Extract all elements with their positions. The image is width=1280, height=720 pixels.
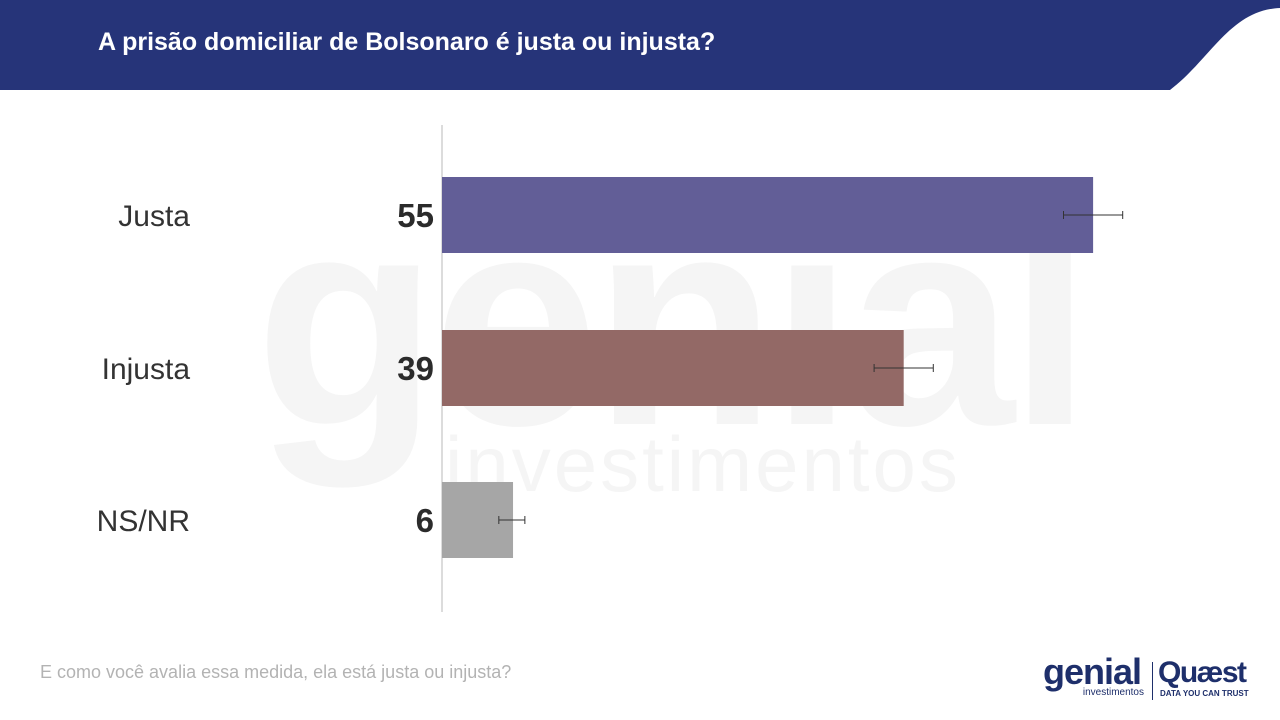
header-banner: A prisão domiciliar de Bolsonaro é justa… bbox=[0, 0, 1280, 90]
quaest-logo-tagline: DATA YOU CAN TRUST bbox=[1160, 689, 1249, 698]
quaest-logo-name: Quæst bbox=[1158, 656, 1247, 689]
value-label-1: 39 bbox=[397, 350, 434, 387]
bar-chart: Justa 55 Injusta 39 NS/NR 6 bbox=[97, 125, 1124, 612]
genial-logo-name: genial bbox=[1043, 651, 1142, 692]
header-background bbox=[0, 0, 1280, 90]
value-label-0: 55 bbox=[397, 197, 434, 234]
category-label-2: NS/NR bbox=[97, 505, 190, 538]
logo-divider bbox=[1152, 662, 1153, 700]
quaest-logo: Quæst DATA YOU CAN TRUST bbox=[1158, 656, 1258, 700]
bar-1 bbox=[442, 330, 904, 406]
genial-logo-sub: investimentos bbox=[1082, 687, 1144, 698]
question-footnote: E como você avalia essa medida, ela está… bbox=[40, 662, 512, 682]
category-label-0: Justa bbox=[118, 200, 190, 233]
value-label-2: 6 bbox=[416, 502, 434, 539]
page-title: A prisão domiciliar de Bolsonaro é justa… bbox=[98, 28, 716, 56]
bar-0 bbox=[442, 177, 1094, 253]
category-label-1: Injusta bbox=[102, 353, 191, 386]
genial-logo: genial investimentos bbox=[1043, 654, 1148, 700]
